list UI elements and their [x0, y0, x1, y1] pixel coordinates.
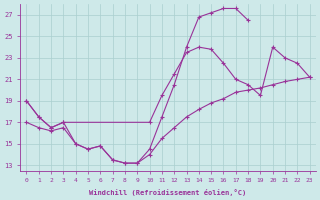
X-axis label: Windchill (Refroidissement éolien,°C): Windchill (Refroidissement éolien,°C)	[90, 189, 247, 196]
